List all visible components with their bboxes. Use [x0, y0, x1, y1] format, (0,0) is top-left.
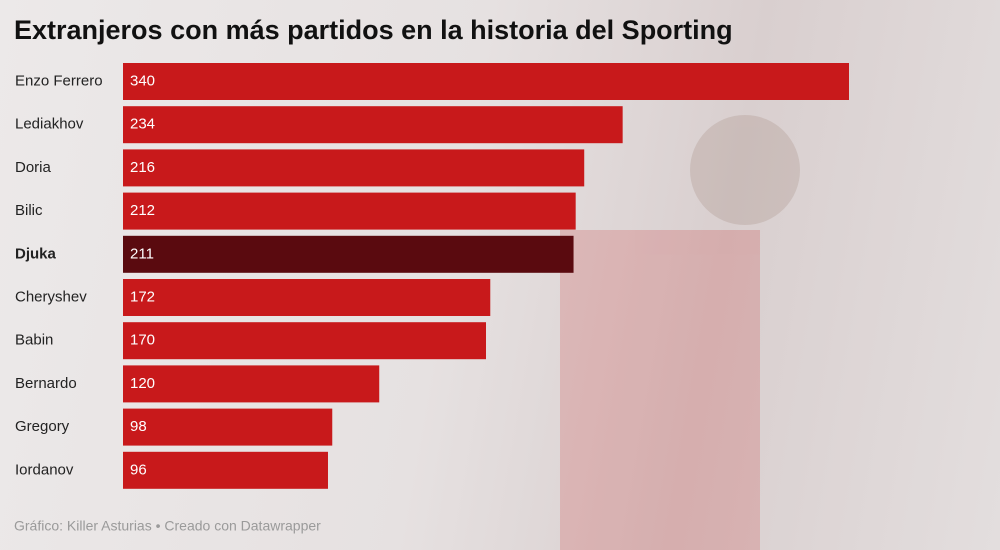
background-shapes	[560, 115, 800, 550]
head-shape	[690, 115, 800, 225]
value-label: 340	[130, 72, 155, 89]
bar	[123, 408, 333, 446]
bar	[123, 63, 849, 100]
category-label: Babin	[15, 332, 53, 349]
category-label: Bilic	[15, 202, 43, 219]
category-label: Iordanov	[15, 461, 74, 478]
category-label: Bernardo	[15, 375, 77, 392]
category-label: Cheryshev	[15, 288, 87, 305]
value-label: 211	[130, 245, 154, 262]
category-label: Djuka	[15, 245, 57, 262]
bar	[123, 106, 623, 144]
source: Gráfico: Killer Asturias • Creado con Da…	[14, 518, 321, 534]
value-label: 234	[130, 116, 155, 133]
category-label: Enzo Ferrero	[15, 72, 103, 89]
category-label: Lediakhov	[15, 116, 84, 133]
bar	[123, 149, 585, 187]
shirt-shape	[560, 230, 760, 550]
bar	[123, 192, 576, 230]
value-label: 96	[130, 461, 147, 478]
value-label: 216	[130, 159, 155, 176]
bar	[123, 451, 328, 489]
bar	[123, 279, 491, 316]
bar	[123, 365, 380, 403]
value-label: 98	[130, 418, 147, 435]
value-label: 120	[130, 375, 155, 392]
value-label: 172	[130, 288, 155, 305]
category-label: Gregory	[15, 418, 70, 435]
value-label: 212	[130, 202, 155, 219]
chart-title: Extranjeros con más partidos en la histo…	[14, 15, 733, 45]
bar	[123, 322, 486, 360]
bar	[123, 235, 574, 273]
category-label: Doria	[15, 159, 52, 176]
value-label: 170	[130, 332, 155, 349]
